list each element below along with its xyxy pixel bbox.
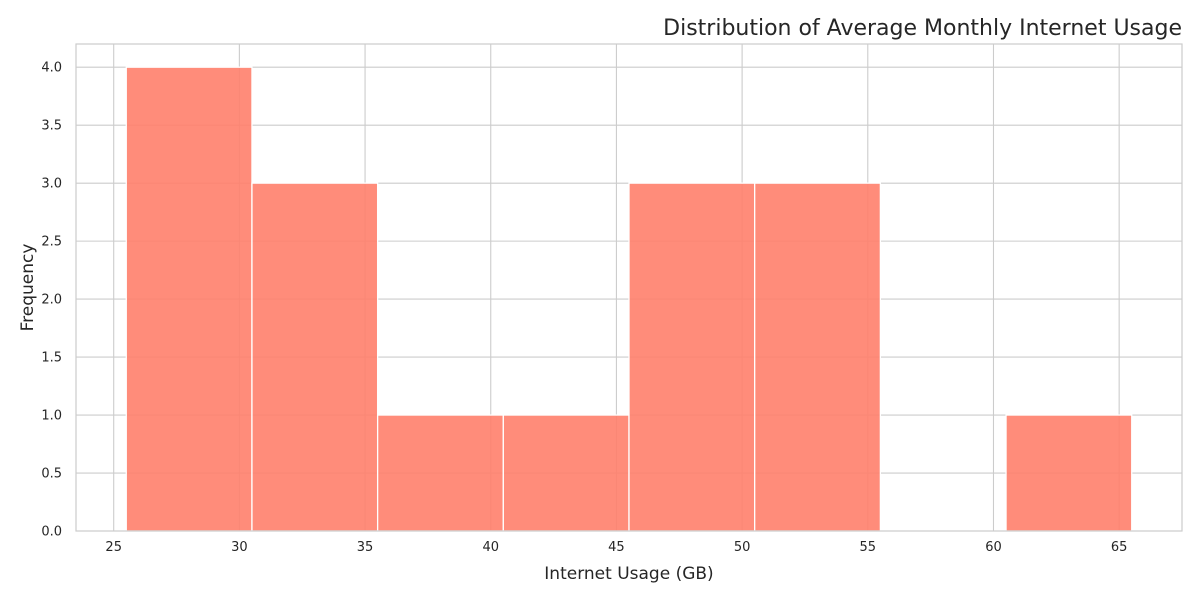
y-tick-label: 2.5 <box>41 235 62 250</box>
histogram-bar <box>502 414 630 532</box>
y-tick-label: 0.5 <box>41 467 62 482</box>
histogram-bar <box>376 414 504 532</box>
y-tick-label: 0.0 <box>41 525 62 540</box>
y-tick-label: 4.0 <box>41 61 62 76</box>
plot-frame <box>75 43 1183 532</box>
histogram-bar <box>1005 414 1133 532</box>
x-tick-label: 40 <box>482 540 499 555</box>
x-tick-label: 30 <box>231 540 248 555</box>
histogram-bar <box>125 66 253 532</box>
x-tick-label: 65 <box>1111 540 1128 555</box>
x-tick-label: 55 <box>860 540 877 555</box>
y-axis-label: Frequency <box>18 244 38 332</box>
bar-layer <box>125 66 1133 532</box>
x-tick-label: 25 <box>105 540 122 555</box>
y-tick-label: 3.0 <box>41 177 62 192</box>
chart-title: Distribution of Average Monthly Internet… <box>663 16 1182 41</box>
histogram-bar <box>628 182 756 532</box>
x-tick-label: 50 <box>734 540 751 555</box>
x-tick-label: 60 <box>985 540 1002 555</box>
y-tick-label: 2.0 <box>41 293 62 308</box>
y-tick-label: 3.5 <box>41 119 62 134</box>
x-tick-label: 45 <box>608 540 625 555</box>
histogram-bar <box>251 182 379 532</box>
x-axis-label: Internet Usage (GB) <box>544 564 713 584</box>
x-tick-label: 35 <box>357 540 374 555</box>
y-tick-label: 1.5 <box>41 351 62 366</box>
tick-layer: 25 30 35 40 45 50 55 60 65 0.0 0.5 1.0 1.5 2.0 2.5 3.0 3… <box>41 61 1127 555</box>
histogram-bar <box>754 182 882 532</box>
y-tick-label: 1.0 <box>41 409 62 424</box>
